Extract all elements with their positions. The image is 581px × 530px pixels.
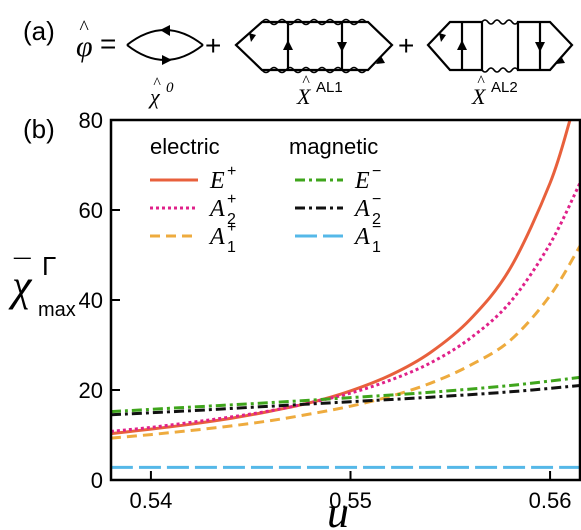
legend: electric magnetic E +A +2A +1E −A −2A −1: [150, 134, 381, 256]
label-al1-sup: AL1: [316, 79, 343, 96]
series-line-4: [111, 384, 580, 417]
plus-sign-2: +: [398, 30, 414, 61]
y-tick-label-0: 0: [91, 468, 103, 493]
legend-label-sup-5: −: [372, 219, 381, 236]
x-tick-label-0: 0.54: [130, 488, 173, 513]
legend-label-2: A: [208, 224, 225, 250]
phi-symbol: φ: [76, 30, 93, 63]
y-axis-label-sub: max: [38, 299, 76, 321]
panel-a-label: (a): [23, 16, 55, 46]
al2-arrow-lower-right: [556, 56, 565, 64]
legend-label-4: A: [353, 196, 370, 222]
series-line-0: [111, 120, 572, 436]
al2-arrow-right-vertical: [535, 42, 545, 52]
x-axis-label: u: [327, 488, 349, 530]
panel-a: (a) φ ^ = + +: [23, 16, 574, 109]
panel-b-label: (b): [23, 114, 55, 144]
x-tick-label-2: 0.56: [529, 488, 572, 513]
label-al1-hat: ^: [302, 73, 310, 90]
label-chi0-sup: 0: [166, 80, 174, 96]
label-al1-base: X: [296, 84, 312, 109]
bubble-diagram: [126, 29, 204, 61]
y-axis-label: χ ¯ Γ max: [8, 251, 76, 321]
legend-label-sup-1: +: [227, 191, 236, 208]
y-axis-label-base: χ: [8, 261, 33, 310]
ticks-layer: 0.54 0.55 0.56 0 20 40 60 80: [79, 108, 572, 513]
label-chi0-base: χ: [148, 84, 161, 109]
plot-clip-group: [111, 120, 580, 469]
series-layer: [111, 120, 580, 469]
legend-label-sub-5: 1: [372, 239, 381, 256]
al1-arrow-left-vertical: [283, 40, 293, 50]
x-tick-label-1: 0.55: [329, 488, 372, 513]
label-al2-sup: AL2: [491, 79, 518, 96]
legend-group-magnetic: magnetic: [289, 134, 378, 159]
label-al2-base: X: [471, 84, 487, 109]
al2-arrow-left-vertical: [457, 40, 467, 50]
legend-group-electric: electric: [150, 134, 220, 159]
al2-arrow-upper-left: [439, 33, 446, 42]
y-axis-label-sup: Γ: [42, 251, 56, 281]
equals-sign: =: [100, 28, 116, 59]
bubble-arrow-top: [160, 25, 170, 36]
legend-label-sup-2: +: [227, 219, 236, 236]
legend-label-5: A: [353, 224, 370, 250]
y-axis-label-bar: ¯: [13, 254, 31, 287]
legend-label-3: E: [354, 168, 370, 194]
legend-label-sup-4: −: [372, 191, 381, 208]
legend-label-sub-1: 2: [227, 211, 236, 228]
legend-entries: E +A +2A +1E −A −2A −1: [150, 163, 381, 256]
label-chi0: χ ^ 0: [148, 75, 174, 109]
panel-b: (b) 0.54 0.55 0.56 0 20 40 60 80 χ ¯ Γ max u el…: [8, 108, 581, 530]
y-tick-label-4: 80: [79, 108, 103, 133]
legend-label-sup-0: +: [227, 163, 236, 180]
legend-label-sub-4: 2: [372, 211, 381, 228]
al1-arrow-right-vertical: [337, 42, 347, 52]
bubble-arrow-bottom: [162, 55, 172, 65]
legend-label-1: A: [208, 196, 225, 222]
legend-label-sup-3: −: [372, 163, 381, 180]
al2-diagram: [426, 19, 574, 73]
y-tick-label-2: 40: [79, 288, 103, 313]
y-tick-label-1: 20: [79, 378, 103, 403]
legend-label-0: E: [209, 168, 225, 194]
label-al2: X ^ AL2: [471, 73, 518, 109]
al1-arrow-lower-right: [376, 56, 385, 64]
label-al2-hat: ^: [477, 73, 485, 90]
legend-label-sub-2: 1: [227, 239, 236, 256]
series-line-1: [111, 182, 580, 433]
label-chi0-hat: ^: [153, 75, 161, 92]
y-tick-label-3: 60: [79, 198, 103, 223]
label-al1: X ^ AL1: [296, 73, 343, 109]
al1-arrow-upper-left: [249, 33, 256, 42]
al1-diagram: [234, 18, 394, 74]
phi-hat: ^: [79, 17, 89, 39]
series-line-2: [111, 245, 580, 440]
plus-sign-1: +: [205, 30, 221, 61]
series-line-3: [111, 375, 580, 414]
